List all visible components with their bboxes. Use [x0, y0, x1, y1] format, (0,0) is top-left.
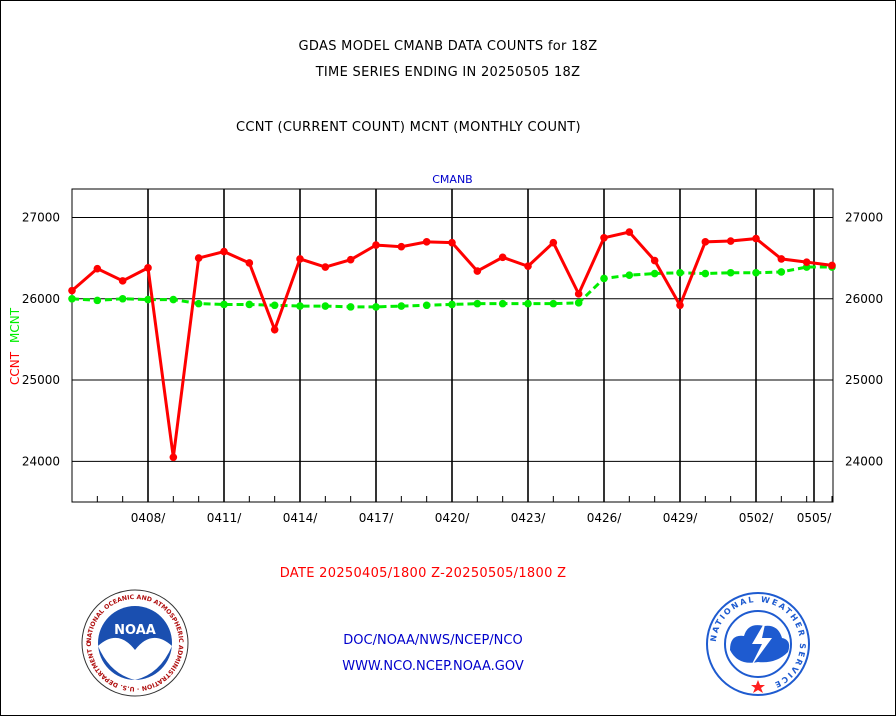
mcnt-point [650, 269, 659, 278]
ccnt-point [270, 325, 279, 334]
x-tick-label: 0426/ [587, 511, 623, 525]
mcnt-point [549, 299, 558, 308]
ccnt-point [169, 453, 178, 462]
mcnt-point [93, 296, 102, 305]
x-tick-label: 0502/ [739, 511, 775, 525]
mcnt-point [625, 271, 634, 279]
ccnt-point [600, 233, 608, 242]
ccnt-point [68, 286, 76, 295]
mcnt-point [397, 302, 406, 310]
website-link[interactable]: WWW.NCO.NCEP.NOAA.GOV [342, 659, 524, 674]
series-description: CCNT (CURRENT COUNT) MCNT (MONTHLY COUNT… [236, 120, 581, 135]
ccnt-point [422, 238, 431, 246]
y-tick-label-right: 26000 [845, 292, 883, 306]
mcnt-point [498, 299, 507, 308]
mcnt-point [726, 268, 735, 277]
ccnt-point [397, 242, 406, 251]
mcnt-point [448, 300, 456, 309]
mcnt-point [346, 303, 355, 311]
x-tick-label: 0423/ [511, 511, 547, 525]
mcnt-point [473, 299, 482, 308]
ccnt-point [346, 255, 355, 264]
x-tick-label: 0417/ [359, 511, 395, 525]
lightning-icon [750, 620, 772, 668]
ccnt-point [676, 301, 684, 310]
mcnt-point [574, 299, 583, 307]
mcnt-point [220, 300, 228, 309]
ccnt-point [524, 262, 532, 271]
ccnt-point [701, 238, 710, 246]
y-tick-label: 25000 [22, 373, 60, 387]
x-tick-label: 0411/ [207, 511, 243, 525]
chart-title: GDAS MODEL CMANB DATA COUNTS for 18Z [298, 39, 598, 54]
mcnt-point [270, 301, 279, 310]
ccnt-point [828, 261, 836, 270]
ccnt-point [574, 290, 583, 298]
noaa-bird-icon [98, 637, 172, 680]
mcnt-point [245, 300, 254, 309]
mcnt-point [169, 295, 178, 304]
x-tick-label: 0414/ [283, 511, 319, 525]
y-axis-label-ccnt: CCNT [8, 351, 22, 385]
x-tick-label: 0429/ [663, 511, 699, 525]
mcnt-point [422, 301, 431, 310]
mcnt-point [524, 299, 532, 308]
line-chart: 24000 24000 25000 25000 26000 26000 27000 27000… [8, 173, 883, 525]
ccnt-point [118, 277, 127, 285]
date-range: DATE 20250405/1800 Z-20250505/1800 Z [279, 566, 567, 581]
y-tick-label: 27000 [22, 210, 60, 224]
noaa-logo: NATIONAL OCEANIC AND ATMOSPHERIC ADMINIS… [80, 588, 189, 697]
ccnt-point [245, 259, 254, 267]
ccnt-point [296, 255, 304, 263]
ccnt-point [473, 267, 482, 275]
ccnt-point [802, 258, 811, 266]
ccnt-point [372, 241, 380, 249]
ccnt-point [625, 228, 634, 236]
mcnt-point [600, 274, 608, 283]
ccnt-point [144, 264, 152, 272]
y-tick-label-right: 24000 [845, 454, 883, 468]
mcnt-point [676, 268, 684, 277]
y-tick-label-right: 27000 [845, 210, 883, 224]
ccnt-point [93, 264, 102, 273]
mcnt-point [118, 294, 127, 303]
ccnt-point [726, 237, 735, 245]
ccnt-point [777, 255, 786, 263]
mcnt-point [752, 268, 760, 277]
ccnt-point [448, 238, 456, 247]
ccnt-point [650, 256, 659, 265]
org-path-link[interactable]: DOC/NOAA/NWS/NCEP/NCO [343, 633, 523, 648]
y-tick-label-right: 25000 [845, 373, 883, 387]
x-tick-label: 0420/ [435, 511, 471, 525]
panel-label: CMANB [432, 173, 472, 186]
chart-subtitle: TIME SERIES ENDING IN 20250505 18Z [315, 65, 581, 80]
mcnt-point [144, 295, 152, 304]
mcnt-point [68, 294, 76, 303]
ccnt-point [321, 263, 330, 271]
ccnt-point [194, 254, 203, 262]
mcnt-point [777, 268, 786, 276]
ccnt-point [752, 234, 760, 243]
ccnt-point [549, 238, 558, 247]
mcnt-point [701, 269, 710, 278]
noaa-label: NOAA [114, 623, 156, 638]
ccnt-point [220, 247, 228, 256]
mcnt-point [194, 299, 203, 308]
y-tick-label: 26000 [22, 292, 60, 306]
y-tick-label: 24000 [22, 454, 60, 468]
x-tick-label: 0505/ [797, 511, 833, 525]
ccnt-point [498, 253, 507, 262]
star-icon [751, 680, 765, 693]
x-tick-label: 0408/ [131, 511, 167, 525]
mcnt-point [321, 302, 330, 310]
mcnt-point [372, 303, 380, 311]
nws-logo: NATIONAL WEATHER SERVICE [706, 592, 810, 696]
mcnt-point [296, 302, 304, 310]
y-axis-label-mcnt: MCNT [8, 307, 22, 343]
